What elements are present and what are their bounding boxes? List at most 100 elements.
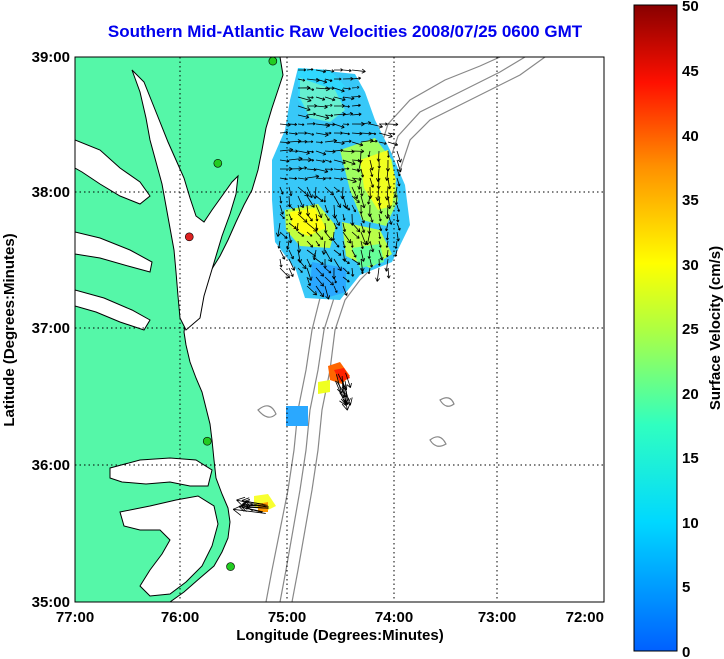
velocity-arrow [342,285,348,296]
velocity-arrow [342,112,354,116]
velocity-arrow [324,167,333,171]
velocity-arrow [288,176,298,181]
velocity-arrow [297,96,312,103]
velocity-arrow [360,267,364,275]
velocity-arrow [351,112,362,117]
velocity-arrow [324,159,332,163]
velocity-arrow [387,213,393,225]
velocity-arrow [315,159,326,163]
velocity-arrow [342,96,355,101]
velocity-arrow [351,85,360,89]
velocity-arrow [378,141,387,145]
velocity-arrow [342,132,350,136]
velocity-arrow [279,177,287,181]
velocity-arrow [279,267,291,279]
x-tick-label: 73:00 [478,609,516,626]
velocity-arrow [306,87,315,91]
velocity-arrow [297,213,308,223]
velocity-arrow [333,213,341,227]
velocity-arrow [396,150,402,163]
velocity-arrow [324,69,335,73]
velocity-arrow [288,249,294,260]
velocity-arrow [333,285,338,293]
velocity-arrow [369,123,383,129]
x-tick-label: 72:00 [566,609,604,626]
velocity-arrow [297,78,306,82]
velocity-arrow [315,240,320,247]
velocity-arrow [324,113,334,118]
velocity-arrow [324,86,335,90]
velocity-arrow [385,249,389,258]
velocity-arrow [360,213,366,224]
velocity-arrow [394,195,399,206]
colorbar-tick-label: 45 [682,63,699,80]
velocity-arrow [342,177,357,184]
velocity-arrow [288,149,299,153]
velocity-arrow [297,258,307,270]
velocity-arrow [306,158,315,162]
velocity-arrow [306,122,316,126]
velocity-arrow [279,195,283,204]
velocity-arrow [297,267,303,273]
velocity-arrow [378,122,388,126]
velocity-arrow [324,204,329,214]
velocity-arrow [369,240,375,253]
bay-inlet-lower [75,289,151,331]
x-tick-label: 77:00 [56,609,94,626]
velocity-arrow [333,96,346,102]
velocity-arrow [297,131,308,135]
velocity-arrow [315,150,327,156]
velocity-arrow [315,176,326,181]
velocity-arrow [297,186,309,197]
velocity-arrow [385,240,389,248]
colorbar-tick-label: 25 [682,321,699,338]
velocity-arrow [315,285,324,298]
velocity-arrow [333,148,344,153]
colorbar-tick-label: 40 [682,128,699,145]
velocity-arrow [324,176,332,180]
velocity-arrow [315,195,324,202]
velocity-arrow [378,213,382,222]
velocity-arrow [351,222,361,233]
velocity-arrow [324,276,334,286]
velocity-arrow [324,96,336,102]
velocity-arrow [279,204,285,215]
velocity-arrow [324,231,333,241]
velocity-arrow [342,276,350,283]
velocity-arrow [279,213,285,220]
velocity-arrow [384,204,390,220]
velocity-arrow [288,186,293,197]
velocity-arrow [279,130,289,135]
velocity-arrow [360,240,364,250]
velocity-arrow [378,204,383,214]
velocity-arrow [288,267,294,277]
plot-frame [74,56,605,603]
velocity-arrow [333,249,342,256]
velocity-arrow [345,372,352,388]
velocity-arrow [297,195,305,209]
velocity-arrow [367,249,371,259]
velocity-arrow [306,150,314,154]
velocity-arrow [351,186,359,200]
velocity-arrow [369,258,374,268]
velocity-vectors [232,68,402,516]
colorbar-tick-label: 30 [682,257,699,274]
velocity-arrow [331,231,336,241]
velocity-arrow [396,168,401,177]
velocity-arrow [356,159,362,173]
station-marker [213,158,223,168]
colorbar-tick-label: 0 [682,644,690,659]
velocity-arrow [396,177,401,187]
velocity-arrow [333,77,342,81]
colorbar-tick-label: 35 [682,192,699,209]
velocity-arrow [359,204,363,214]
velocity-arrow [297,123,305,126]
velocity-arrow [351,267,355,277]
velocity-arrow [315,204,323,219]
station-marker [268,56,278,66]
velocity-arrow [333,159,346,165]
velocity-arrow [385,222,389,232]
velocity-arrow [323,195,327,203]
velocity-arrow [367,195,371,205]
velocity-arrow [232,504,266,516]
